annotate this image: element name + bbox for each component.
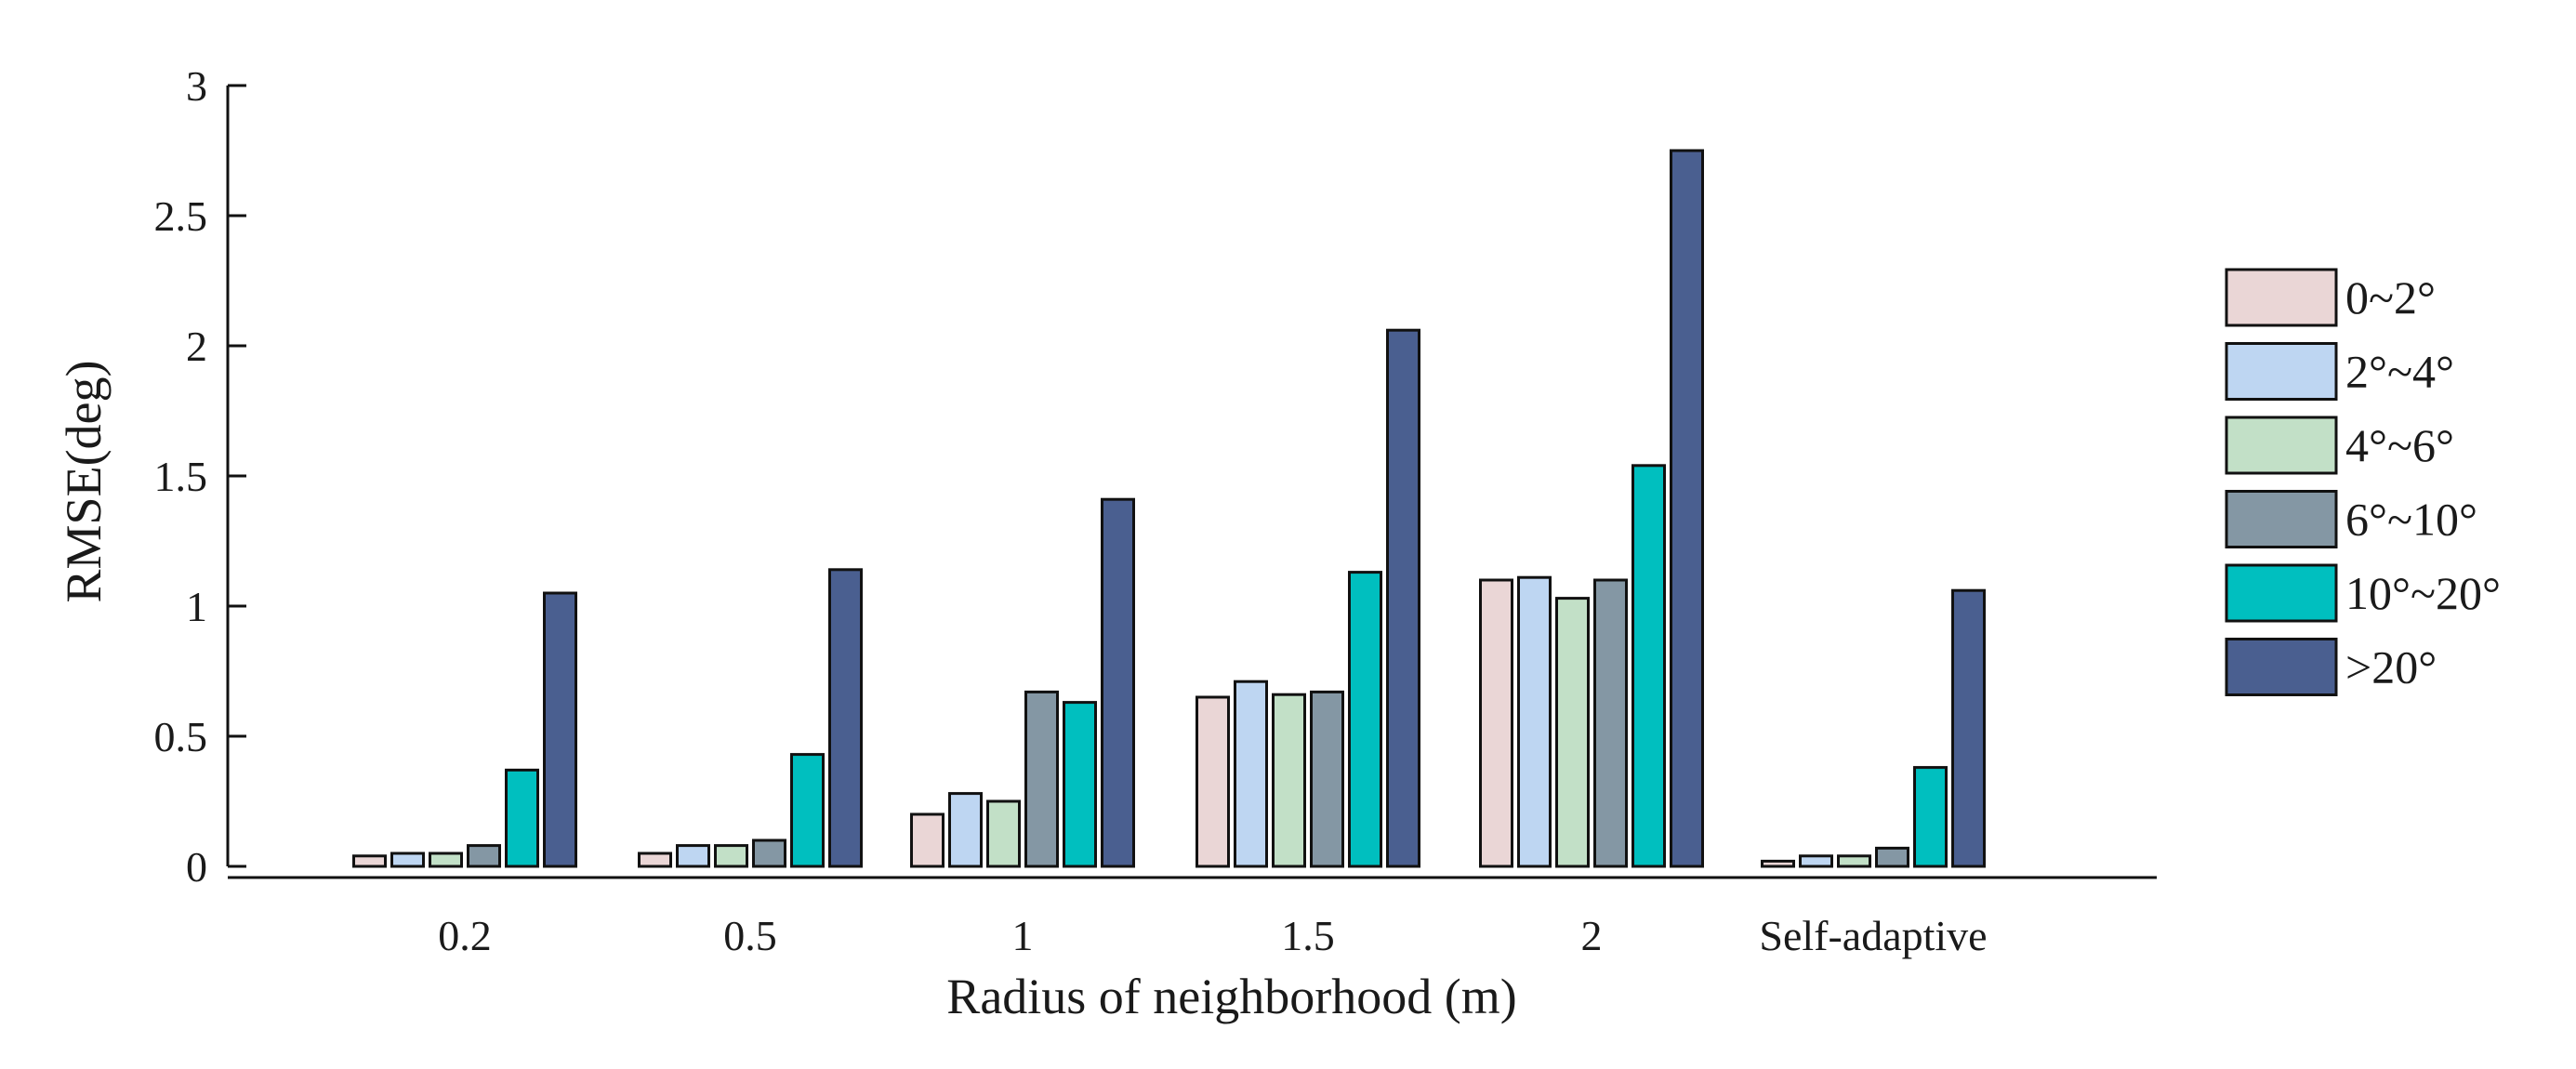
legend-label: 10°~20° bbox=[2345, 567, 2501, 619]
bar bbox=[1593, 578, 1628, 868]
bar bbox=[505, 768, 539, 868]
bar bbox=[1101, 497, 1135, 868]
bar bbox=[1063, 701, 1097, 868]
y-tick-label: 2 bbox=[186, 323, 207, 370]
bar bbox=[714, 844, 748, 868]
bar bbox=[1234, 680, 1268, 868]
legend-label: 4°~6° bbox=[2345, 419, 2454, 471]
bars bbox=[352, 149, 1986, 868]
bar bbox=[1837, 854, 1871, 868]
bar bbox=[1875, 846, 1909, 868]
x-tick-label: 0.5 bbox=[723, 912, 777, 959]
legend-label: 6°~10° bbox=[2345, 494, 2477, 546]
x-tick-label: Self-adaptive bbox=[1759, 912, 1987, 959]
bar bbox=[1761, 859, 1795, 868]
y-tick-label: 0 bbox=[186, 843, 207, 891]
y-tick-label: 1 bbox=[186, 583, 207, 630]
x-tick-label: 1 bbox=[1012, 912, 1034, 959]
bar bbox=[1386, 328, 1420, 868]
bar bbox=[1348, 571, 1382, 868]
legend-label: 0~2° bbox=[2345, 271, 2436, 323]
bar bbox=[790, 753, 825, 868]
legend-swatch bbox=[2225, 638, 2338, 696]
legend-swatch bbox=[2225, 342, 2338, 401]
bar bbox=[543, 591, 577, 868]
legend-swatch bbox=[2225, 416, 2338, 475]
bar bbox=[352, 854, 387, 868]
bar bbox=[752, 838, 786, 868]
bar bbox=[467, 844, 501, 868]
bar bbox=[948, 792, 983, 868]
bar bbox=[1799, 854, 1833, 868]
bar bbox=[676, 844, 710, 868]
bar bbox=[1272, 693, 1306, 868]
legend-label: 2°~4° bbox=[2345, 346, 2454, 398]
bar bbox=[1310, 690, 1344, 868]
bar bbox=[1479, 578, 1513, 868]
legend-swatch bbox=[2225, 563, 2338, 623]
legend-swatch bbox=[2225, 268, 2338, 327]
bar bbox=[1555, 597, 1590, 868]
bar bbox=[828, 568, 863, 868]
x-tick-label: 1.5 bbox=[1281, 912, 1335, 959]
y-tick-label: 3 bbox=[186, 62, 207, 110]
x-tick-label: 2 bbox=[1581, 912, 1603, 959]
x-tick-label: 0.2 bbox=[438, 912, 492, 959]
y-axis: 0 0.5 1 1.5 2 2.5 3 bbox=[154, 62, 246, 891]
bar bbox=[1024, 690, 1059, 868]
y-tick-label: 2.5 bbox=[154, 192, 208, 240]
y-tick-label: 0.5 bbox=[154, 713, 208, 760]
y-tick-label: 1.5 bbox=[154, 453, 208, 500]
legend-label: >20° bbox=[2345, 641, 2437, 693]
legend: 0~2° 2°~4° 4°~6° 6°~10° 10°~20° >20° bbox=[2225, 268, 2501, 696]
bar bbox=[1670, 149, 1704, 868]
bar bbox=[638, 851, 672, 868]
legend-swatch bbox=[2225, 490, 2338, 548]
bar bbox=[986, 799, 1021, 868]
bar bbox=[390, 851, 425, 868]
bar bbox=[1913, 766, 1948, 868]
bar bbox=[910, 812, 945, 868]
bar bbox=[1517, 575, 1552, 868]
bar bbox=[1951, 588, 1986, 868]
x-axis: 0.2 0.5 1 1.5 2 Self-adaptive bbox=[228, 876, 2157, 959]
x-axis-title: Radius of neighborhood (m) bbox=[946, 969, 1516, 1024]
bar bbox=[1196, 695, 1230, 868]
y-axis-title: RMSE(deg) bbox=[56, 361, 112, 603]
bar bbox=[1631, 464, 1666, 868]
bar bbox=[429, 851, 463, 868]
